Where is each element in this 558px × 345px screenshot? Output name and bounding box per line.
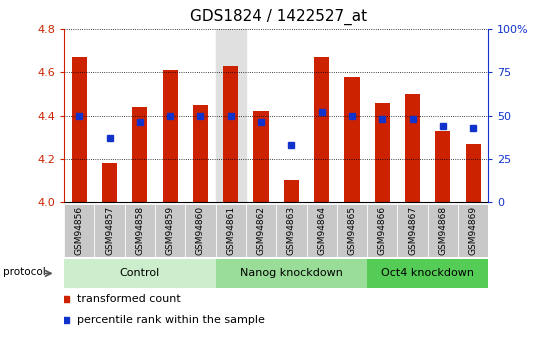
Bar: [435, 131, 450, 202]
Bar: [253, 111, 268, 202]
Bar: [427, 204, 458, 257]
Bar: [246, 204, 276, 257]
Bar: [284, 180, 299, 202]
Text: GSM94862: GSM94862: [257, 206, 266, 255]
Text: GSM94863: GSM94863: [287, 206, 296, 255]
Bar: [215, 204, 246, 257]
Bar: [215, 29, 246, 202]
Bar: [367, 204, 397, 257]
Text: Nanog knockdown: Nanog knockdown: [240, 268, 343, 278]
Text: GSM94859: GSM94859: [166, 206, 175, 255]
Bar: [94, 204, 125, 257]
Text: transformed count: transformed count: [77, 294, 181, 304]
Bar: [155, 204, 185, 257]
Text: GSM94856: GSM94856: [75, 206, 84, 255]
Bar: [374, 103, 390, 202]
Text: GSM94858: GSM94858: [136, 206, 145, 255]
Text: GSM94867: GSM94867: [408, 206, 417, 255]
Bar: [405, 94, 420, 202]
Bar: [132, 107, 147, 202]
Bar: [72, 57, 87, 202]
Text: GSM94865: GSM94865: [348, 206, 357, 255]
Bar: [344, 77, 359, 202]
Bar: [125, 204, 155, 257]
Text: GSM94857: GSM94857: [105, 206, 114, 255]
Text: GDS1824 / 1422527_at: GDS1824 / 1422527_at: [190, 9, 368, 25]
Text: GSM94868: GSM94868: [439, 206, 448, 255]
Text: GSM94869: GSM94869: [469, 206, 478, 255]
Bar: [367, 259, 488, 288]
Text: GSM94860: GSM94860: [196, 206, 205, 255]
Bar: [215, 259, 367, 288]
Text: protocol: protocol: [3, 267, 46, 277]
Text: GSM94866: GSM94866: [378, 206, 387, 255]
Bar: [64, 259, 215, 288]
Text: Control: Control: [120, 268, 160, 278]
Bar: [397, 204, 427, 257]
Bar: [337, 204, 367, 257]
Bar: [193, 105, 208, 202]
Bar: [465, 144, 480, 202]
Bar: [102, 163, 117, 202]
Text: GSM94861: GSM94861: [227, 206, 235, 255]
Text: GSM94864: GSM94864: [317, 206, 326, 255]
Text: Oct4 knockdown: Oct4 knockdown: [381, 268, 474, 278]
Bar: [223, 66, 238, 202]
Bar: [306, 204, 337, 257]
Bar: [162, 70, 178, 202]
Bar: [185, 204, 215, 257]
Bar: [64, 204, 94, 257]
Bar: [314, 57, 329, 202]
Bar: [276, 204, 306, 257]
Text: percentile rank within the sample: percentile rank within the sample: [77, 315, 264, 325]
Bar: [458, 204, 488, 257]
